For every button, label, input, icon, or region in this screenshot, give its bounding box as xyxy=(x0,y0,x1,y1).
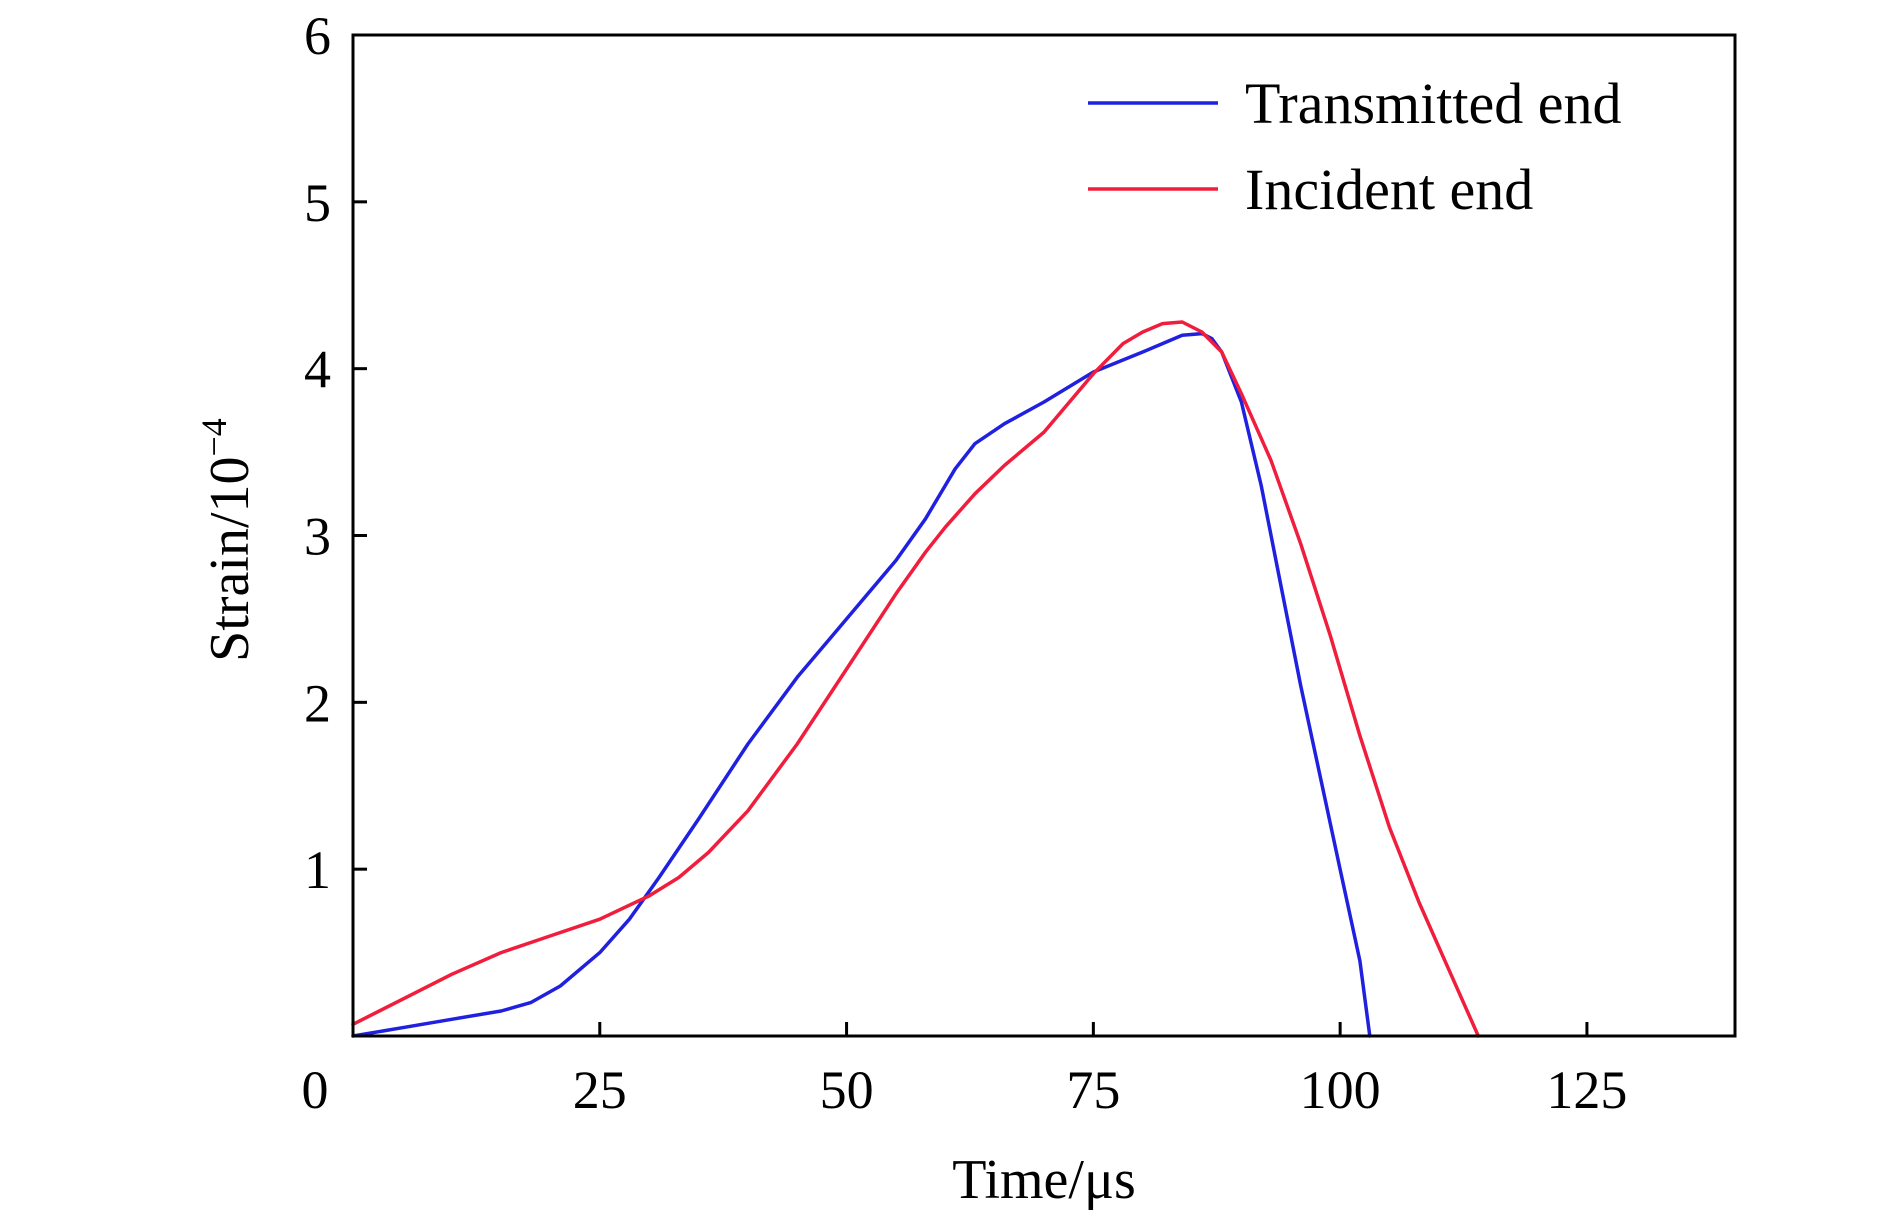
y-tick-label: 2 xyxy=(304,673,331,733)
x-tick-label: 50 xyxy=(820,1060,874,1120)
y-axis: 1 2 3 4 5 6 xyxy=(304,6,367,900)
x-axis: 25 50 75 100 125 0 xyxy=(302,1022,1627,1120)
y-tick-label: 6 xyxy=(304,6,331,66)
y-tick-label: 1 xyxy=(304,840,331,900)
y-tick-label: 3 xyxy=(304,507,331,567)
x-tick-label: 25 xyxy=(573,1060,627,1120)
x-axis-label: Time/μs xyxy=(952,1149,1136,1211)
y-axis-label: Strain/10−4 xyxy=(194,418,261,662)
legend-label-incident-end: Incident end xyxy=(1245,157,1533,222)
y-tick-label: 5 xyxy=(304,173,331,233)
y-tick-label: 4 xyxy=(304,340,331,400)
y-axis-label-base: Strain/10 xyxy=(199,456,261,661)
legend: Transmitted end Incident end xyxy=(1088,71,1621,222)
x-tick-label: 75 xyxy=(1066,1060,1120,1120)
x-tick-label: 125 xyxy=(1546,1060,1627,1120)
x-tick-label: 100 xyxy=(1300,1060,1381,1120)
y-axis-label-exponent: −4 xyxy=(194,418,234,456)
series-line-incident-end xyxy=(351,320,1481,1038)
origin-tick-label: 0 xyxy=(302,1060,329,1120)
series-line-transmitted-end xyxy=(351,331,1372,1038)
series-layer xyxy=(351,320,1481,1038)
legend-label-transmitted-end: Transmitted end xyxy=(1245,71,1621,136)
